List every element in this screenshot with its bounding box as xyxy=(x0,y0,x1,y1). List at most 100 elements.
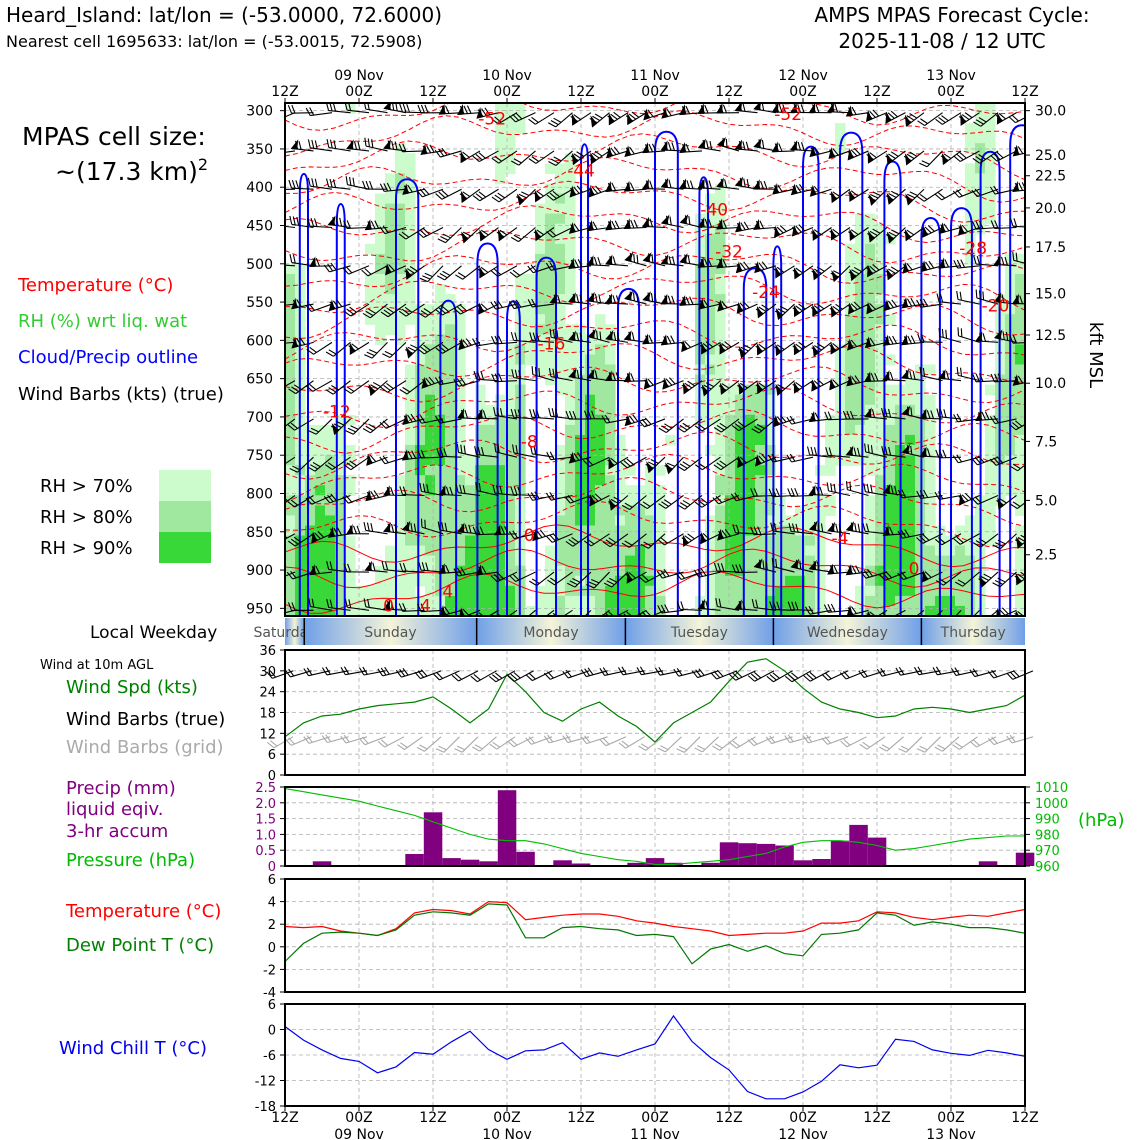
barb-tick xyxy=(684,340,691,348)
rh-cell xyxy=(505,515,516,527)
kft-tick-label: 25.0 xyxy=(1035,148,1066,164)
barb-shaft xyxy=(272,670,294,679)
wind-barb xyxy=(662,377,684,390)
barb-tick xyxy=(489,743,498,750)
rh-cell xyxy=(955,525,966,537)
wind-barb xyxy=(716,136,740,152)
barb-tick xyxy=(790,488,796,497)
wind-barb xyxy=(586,291,610,305)
wind-barb xyxy=(847,227,869,241)
barb-shaft xyxy=(365,145,388,152)
wind-barb xyxy=(787,601,814,611)
barb-tick xyxy=(607,148,614,156)
barb-tick xyxy=(702,532,710,540)
kft-tick-label: 10.0 xyxy=(1035,376,1066,392)
rh-cell xyxy=(505,103,516,114)
barb-tick xyxy=(437,238,446,244)
barb-tick xyxy=(990,220,996,229)
rh-cell xyxy=(715,455,726,466)
barb-tick xyxy=(795,225,802,233)
rh-cell xyxy=(405,595,416,607)
wind-barb xyxy=(754,261,777,274)
barb-shaft xyxy=(553,188,573,201)
barb-tick xyxy=(912,370,916,380)
wind-barb xyxy=(305,107,333,117)
barb-tick xyxy=(798,341,806,348)
barb-shaft xyxy=(883,415,906,420)
wind-barb xyxy=(326,599,351,611)
surface-wind-barb xyxy=(747,670,775,682)
rh-cell xyxy=(395,314,406,325)
rh-cell xyxy=(415,495,426,506)
barb-tick xyxy=(636,667,642,675)
barb-tick xyxy=(435,748,445,753)
barb-tick xyxy=(954,581,963,587)
rh-cell xyxy=(395,193,406,205)
barb-tick xyxy=(345,176,349,185)
wind-barb xyxy=(660,140,684,152)
rh-cell xyxy=(315,445,326,456)
barb-tick xyxy=(538,367,541,377)
barb-tick xyxy=(775,103,780,113)
barb-tick xyxy=(584,410,589,419)
wind-barb xyxy=(291,297,314,310)
barb-tick xyxy=(982,291,985,300)
barb-tick xyxy=(329,561,333,570)
barb-tick xyxy=(705,180,709,189)
rh-cell xyxy=(555,193,566,205)
barb-tick xyxy=(755,220,761,229)
barb-tick xyxy=(664,141,669,151)
barb-shaft xyxy=(513,303,536,310)
rh-cell xyxy=(325,505,336,517)
barb-tick xyxy=(357,141,361,151)
rh-cell xyxy=(915,394,926,406)
rh-cell xyxy=(715,475,726,486)
rh-cell xyxy=(315,575,326,587)
rh-cell xyxy=(485,595,496,607)
wind-barb xyxy=(420,143,444,155)
barb-tick xyxy=(572,293,576,303)
rh-cell xyxy=(885,455,896,466)
barb-tick xyxy=(490,335,496,345)
barb-tick xyxy=(329,139,333,149)
rh-cell xyxy=(285,505,296,517)
barb-tick xyxy=(853,266,862,273)
barb-tick xyxy=(724,179,728,188)
wind-barb xyxy=(697,138,721,152)
barb-tick xyxy=(681,384,690,391)
barb-tick xyxy=(422,187,430,195)
barb-tick xyxy=(364,268,372,275)
barb-shaft xyxy=(495,303,518,310)
barb-shaft xyxy=(1000,533,1017,550)
barb-tick xyxy=(289,254,293,263)
rh-cell xyxy=(315,605,326,616)
barb-tick xyxy=(923,489,929,498)
barb-tick xyxy=(573,453,580,461)
wind-barb xyxy=(790,103,814,114)
local-weekday-label: Local Weekday xyxy=(90,623,217,643)
rh-cell xyxy=(585,595,596,607)
rh-cell xyxy=(585,445,596,456)
barb-tick xyxy=(910,407,913,416)
barb-tick xyxy=(517,486,522,496)
wind-barb xyxy=(882,525,906,536)
barb-tick xyxy=(710,672,717,680)
rh-cell xyxy=(445,485,456,496)
wind-barb xyxy=(754,454,777,467)
rh-cell xyxy=(285,304,296,315)
barb-tick xyxy=(940,224,946,232)
barb-tick xyxy=(921,572,929,580)
barb-shaft xyxy=(389,341,407,358)
barb-shaft xyxy=(976,297,999,305)
barb-tick xyxy=(685,296,691,305)
rh-cell xyxy=(715,324,726,335)
barb-tick xyxy=(698,668,705,676)
barb-tick xyxy=(838,524,842,533)
barb-tick xyxy=(512,530,518,539)
rh-cell xyxy=(965,133,976,144)
rh-cell xyxy=(705,304,716,315)
rh-cell xyxy=(455,434,466,446)
barb-tick xyxy=(813,561,817,570)
barb-tick xyxy=(435,309,443,316)
wind-barb xyxy=(773,225,795,239)
